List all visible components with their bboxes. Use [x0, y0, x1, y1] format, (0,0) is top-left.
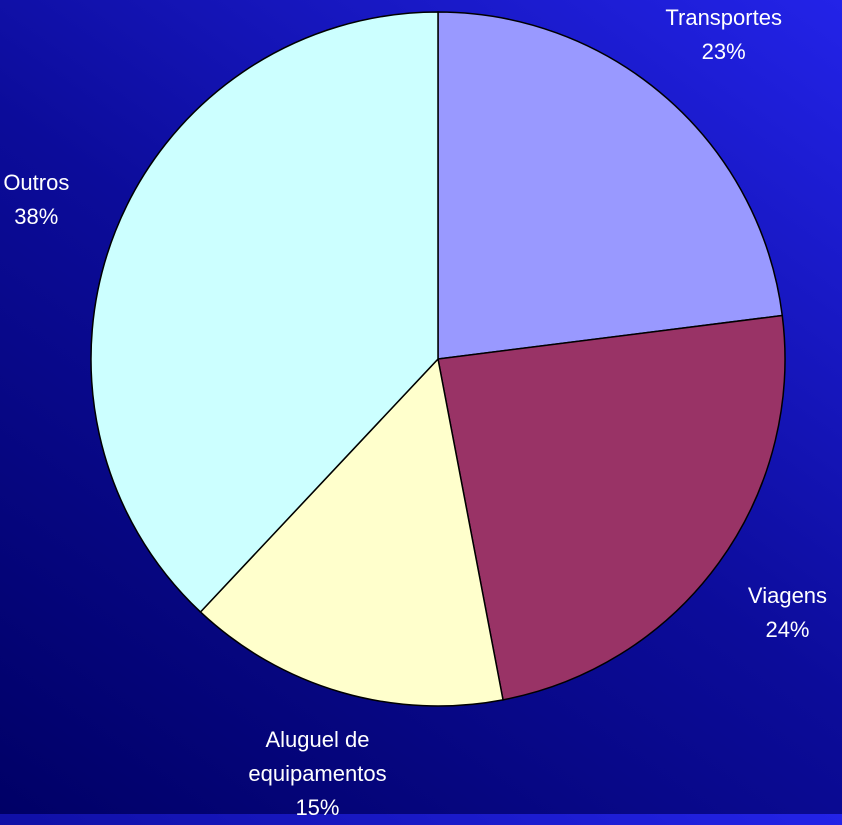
pie-slice	[199, 357, 504, 707]
percent-label: 24%	[765, 616, 810, 642]
slice-label: Transportes 23%	[665, 1, 782, 69]
slice-label: Viagens 24%	[748, 579, 827, 647]
slice-label: Aluguel de equipamentos 15%	[248, 723, 386, 825]
percent-label: 15%	[295, 794, 340, 820]
pie-slice	[90, 11, 439, 614]
pie-slice	[437, 314, 786, 701]
pie-slice	[437, 11, 784, 360]
category-label: Transportes	[665, 4, 782, 30]
percent-label: 38%	[14, 203, 59, 229]
slice-label: Outros 38%	[3, 166, 69, 234]
category-label: Aluguel de equipamentos	[248, 726, 387, 786]
category-label: Outros	[3, 169, 70, 195]
percent-label: 23%	[701, 38, 746, 64]
category-label: Viagens	[747, 582, 828, 608]
